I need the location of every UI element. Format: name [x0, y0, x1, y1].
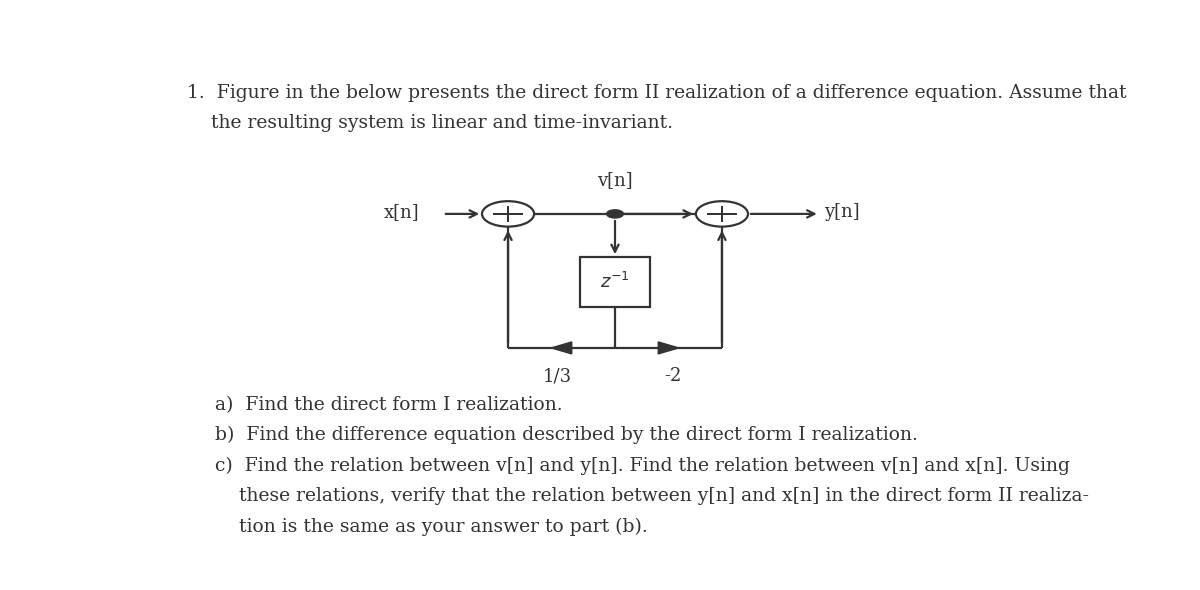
- Text: v[n]: v[n]: [598, 171, 632, 189]
- Text: -2: -2: [665, 367, 682, 385]
- Text: the resulting system is linear and time-invariant.: the resulting system is linear and time-…: [187, 114, 673, 132]
- Text: $z^{-1}$: $z^{-1}$: [600, 272, 630, 292]
- Text: y[n]: y[n]: [824, 202, 860, 221]
- Polygon shape: [551, 342, 571, 354]
- Text: these relations, verify that the relation between y[n] and x[n] in the direct fo: these relations, verify that the relatio…: [215, 487, 1090, 506]
- Text: a)  Find the direct form I realization.: a) Find the direct form I realization.: [215, 396, 563, 414]
- Text: tion is the same as your answer to part (b).: tion is the same as your answer to part …: [215, 518, 648, 536]
- Text: c)  Find the relation between v[n] and y[n]. Find the relation between v[n] and : c) Find the relation between v[n] and y[…: [215, 457, 1070, 475]
- Text: 1/3: 1/3: [542, 367, 571, 385]
- Text: b)  Find the difference equation described by the direct form I realization.: b) Find the difference equation describe…: [215, 426, 918, 444]
- Text: x[n]: x[n]: [384, 202, 420, 221]
- Text: 1.  Figure in the below presents the direct form II realization of a difference : 1. Figure in the below presents the dire…: [187, 84, 1127, 103]
- Polygon shape: [659, 342, 679, 354]
- FancyBboxPatch shape: [580, 257, 650, 307]
- Circle shape: [607, 210, 623, 218]
